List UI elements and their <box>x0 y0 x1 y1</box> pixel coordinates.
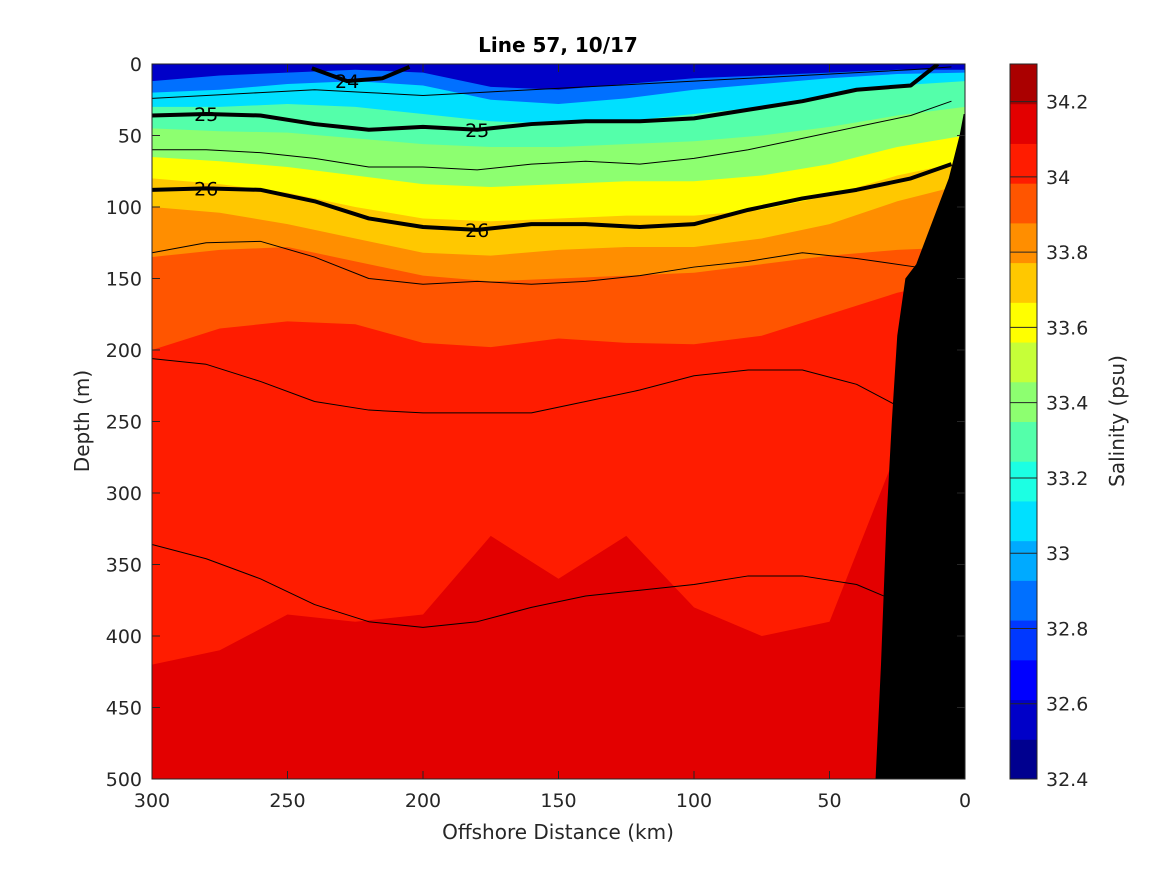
colorbar-tick-label: 33.6 <box>1046 317 1088 339</box>
x-axis: 300 250 200 150 100 50 0 <box>134 64 971 812</box>
density-contour <box>152 100 952 171</box>
colorbar-label: Salinity (psu) <box>1105 355 1129 487</box>
density-contour <box>152 358 895 414</box>
x-tick-label: 0 <box>959 790 971 812</box>
y-tick-label: 150 <box>106 269 142 291</box>
colorbar: 32.4 32.6 32.8 33 33.2 33.4 33.6 33.8 34 34.2 Sal… <box>1009 63 1129 791</box>
colorbar-cell <box>1010 262 1037 303</box>
plot-area: 24 25 25 26 26 <box>151 63 966 780</box>
y-tick-label: 300 <box>106 483 142 505</box>
x-tick-label: 50 <box>817 790 841 812</box>
y-tick-label: 250 <box>106 412 142 434</box>
colorbar-tick-label: 34 <box>1046 167 1070 189</box>
colorbar-cell <box>1010 659 1037 701</box>
colorbar-cell <box>1010 421 1037 462</box>
y-tick-label: 100 <box>106 197 142 219</box>
density-contour <box>152 162 953 232</box>
colorbar-tick-label: 33 <box>1046 543 1070 565</box>
colorbar-tick-label: 32.8 <box>1046 618 1088 640</box>
y-axis: 0 50 100 150 200 250 300 350 400 450 500 <box>106 54 965 791</box>
colorbar-cell <box>1010 620 1037 661</box>
colorbar-cell <box>1010 461 1037 502</box>
y-tick-label: 50 <box>118 126 142 148</box>
x-tick-label: 150 <box>540 790 576 812</box>
colorbar-tick-label: 33.2 <box>1046 468 1088 490</box>
salinity-band <box>152 407 965 779</box>
colorbar-tick-label: 32.4 <box>1046 769 1088 791</box>
x-tick-label: 300 <box>134 790 170 812</box>
bathymetry-shelf <box>875 114 965 779</box>
density-contour <box>152 240 917 285</box>
colorbar-cell <box>1010 500 1037 542</box>
x-tick-label: 100 <box>676 790 712 812</box>
contour-label: 25 <box>194 104 218 126</box>
y-tick-label: 350 <box>106 555 142 577</box>
density-contour <box>152 543 884 628</box>
density-contour <box>152 64 940 132</box>
y-tick-label: 450 <box>106 698 142 720</box>
colorbar-cell <box>1010 302 1037 343</box>
colorbar-cell <box>1010 143 1037 184</box>
chart-title: Line 57, 10/17 <box>478 33 638 57</box>
colorbar-tick-label: 33.8 <box>1046 242 1088 264</box>
colorbar-cell <box>1010 699 1037 740</box>
colorbar-cell <box>1010 183 1037 224</box>
colorbar-cell <box>1010 739 1037 780</box>
colorbar-cell <box>1010 540 1037 581</box>
x-tick-label: 250 <box>269 790 305 812</box>
density-contour <box>152 66 952 99</box>
contour-label: 26 <box>194 178 218 200</box>
colorbar-tick-label: 32.6 <box>1046 694 1088 716</box>
colorbar-cell <box>1010 222 1037 264</box>
colorbar-cell <box>1010 381 1037 422</box>
density-contour <box>311 65 411 84</box>
x-tick-label: 200 <box>405 790 441 812</box>
y-tick-label: 200 <box>106 340 142 362</box>
contour-label: 25 <box>465 120 489 142</box>
x-axis-label: Offshore Distance (km) <box>442 820 674 844</box>
colorbar-cell <box>1010 342 1037 383</box>
colorbar-cell <box>1010 580 1037 621</box>
colorbar-cell <box>1010 64 1037 105</box>
y-axis-label: Depth (m) <box>70 370 94 472</box>
contour-label: 26 <box>465 220 489 242</box>
colorbar-cell <box>1010 103 1037 144</box>
y-tick-label: 400 <box>106 626 142 648</box>
y-tick-label: 0 <box>130 54 142 76</box>
y-tick-label: 500 <box>106 769 142 791</box>
colorbar-tick-label: 33.4 <box>1046 393 1088 415</box>
contour-label: 24 <box>335 71 359 93</box>
colorbar-tick-label: 34.2 <box>1046 92 1088 114</box>
